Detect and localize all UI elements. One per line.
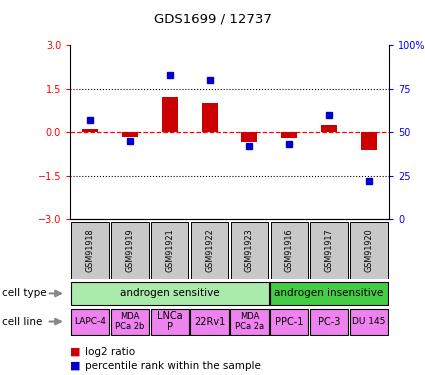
Text: GSM91919: GSM91919 bbox=[125, 228, 134, 272]
Text: log2 ratio: log2 ratio bbox=[85, 347, 135, 357]
Text: GSM91920: GSM91920 bbox=[365, 228, 374, 272]
FancyBboxPatch shape bbox=[150, 309, 189, 334]
Bar bbox=[122, 132, 138, 136]
Text: cell type: cell type bbox=[2, 288, 47, 298]
FancyBboxPatch shape bbox=[271, 222, 308, 279]
Text: GSM91916: GSM91916 bbox=[285, 228, 294, 272]
Bar bbox=[361, 132, 377, 150]
Bar bbox=[201, 103, 218, 132]
FancyBboxPatch shape bbox=[270, 282, 388, 304]
FancyBboxPatch shape bbox=[111, 309, 149, 334]
Bar bbox=[162, 98, 178, 132]
FancyBboxPatch shape bbox=[71, 222, 109, 279]
Text: MDA
PCa 2b: MDA PCa 2b bbox=[115, 312, 144, 331]
FancyBboxPatch shape bbox=[111, 222, 149, 279]
Bar bbox=[241, 132, 258, 142]
FancyBboxPatch shape bbox=[71, 309, 109, 334]
Text: percentile rank within the sample: percentile rank within the sample bbox=[85, 361, 261, 370]
Bar bbox=[281, 132, 297, 138]
Text: PC-3: PC-3 bbox=[318, 316, 340, 327]
Bar bbox=[82, 129, 98, 132]
Bar bbox=[321, 125, 337, 132]
Text: 22Rv1: 22Rv1 bbox=[194, 316, 225, 327]
Text: ■: ■ bbox=[70, 361, 81, 370]
Text: ■: ■ bbox=[70, 347, 81, 357]
Text: LAPC-4: LAPC-4 bbox=[74, 317, 106, 326]
FancyBboxPatch shape bbox=[350, 222, 388, 279]
Text: GSM91921: GSM91921 bbox=[165, 228, 174, 272]
Text: cell line: cell line bbox=[2, 316, 42, 327]
FancyBboxPatch shape bbox=[270, 309, 309, 334]
FancyBboxPatch shape bbox=[191, 222, 228, 279]
Text: MDA
PCa 2a: MDA PCa 2a bbox=[235, 312, 264, 331]
Text: GSM91917: GSM91917 bbox=[325, 228, 334, 272]
FancyBboxPatch shape bbox=[231, 222, 268, 279]
Text: PPC-1: PPC-1 bbox=[275, 316, 303, 327]
Text: GSM91923: GSM91923 bbox=[245, 228, 254, 272]
Text: androgen sensitive: androgen sensitive bbox=[120, 288, 220, 298]
Text: GSM91918: GSM91918 bbox=[85, 228, 94, 272]
FancyBboxPatch shape bbox=[310, 309, 348, 334]
FancyBboxPatch shape bbox=[190, 309, 229, 334]
Text: LNCa
P: LNCa P bbox=[157, 311, 183, 332]
Text: DU 145: DU 145 bbox=[352, 317, 385, 326]
FancyBboxPatch shape bbox=[310, 222, 348, 279]
Text: GSM91922: GSM91922 bbox=[205, 228, 214, 272]
FancyBboxPatch shape bbox=[71, 282, 269, 304]
Text: GDS1699 / 12737: GDS1699 / 12737 bbox=[153, 12, 272, 25]
FancyBboxPatch shape bbox=[350, 309, 388, 334]
Text: androgen insensitive: androgen insensitive bbox=[275, 288, 384, 298]
FancyBboxPatch shape bbox=[230, 309, 269, 334]
FancyBboxPatch shape bbox=[151, 222, 188, 279]
